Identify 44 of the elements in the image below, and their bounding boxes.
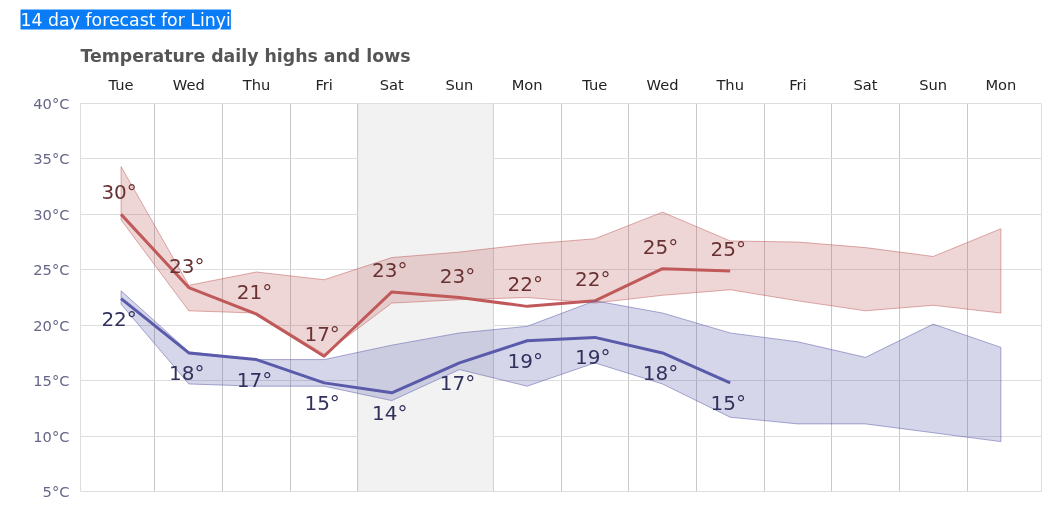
x-tick-label: Sun [919,75,948,93]
data-label: 18° [169,360,205,385]
data-label: 23° [439,263,476,288]
y-tick-label: 15°C [33,372,70,390]
y-tick-label: 30°C [33,205,70,223]
data-label: 15° [304,390,340,415]
x-tick-label: Mon [985,75,1017,93]
chart-title: 14 day forecast for Linyi [20,9,231,30]
data-label: 25° [710,236,746,261]
x-tick-label: Thu [715,75,744,93]
y-tick-label: 35°C [33,150,70,168]
data-label: 14° [372,400,408,425]
data-label: 15° [710,390,746,415]
data-label: 30° [101,180,137,205]
data-label: 21° [236,280,273,305]
data-label: 23° [372,257,408,282]
x-tick-label: Tue [107,75,134,93]
y-tick-label: 40°C [33,95,70,112]
data-label: 19° [575,345,611,370]
x-tick-label: Tue [581,75,608,93]
chart-subtitle: Temperature daily highs and lows [80,45,411,66]
x-tick-label: Fri [315,75,333,93]
x-tick-label: Thu [241,75,271,93]
data-label: 17° [439,370,476,395]
data-label: 22° [507,272,543,297]
y-tick-label: 20°C [33,316,70,334]
data-label: 22° [101,306,137,331]
x-tick-label: Wed [646,75,679,93]
x-tick-label: Sun [445,75,474,93]
x-tick-label: Sat [379,75,405,93]
y-tick-label: 25°C [33,261,70,279]
y-tick-label: 10°C [33,427,70,445]
data-label: 17° [236,367,273,392]
x-tick-label: Wed [172,75,205,93]
x-tick-label: Sat [853,75,878,93]
data-label: 23° [169,253,205,278]
x-tick-label: Fri [789,75,807,93]
data-label: 25° [642,234,679,259]
data-label: 17° [304,322,340,347]
x-tick-label: Mon [511,75,543,93]
y-tick-label: 5°C [42,483,70,500]
data-label: 19° [507,348,543,373]
data-label: 22° [575,266,611,291]
data-label: 18° [642,360,679,385]
